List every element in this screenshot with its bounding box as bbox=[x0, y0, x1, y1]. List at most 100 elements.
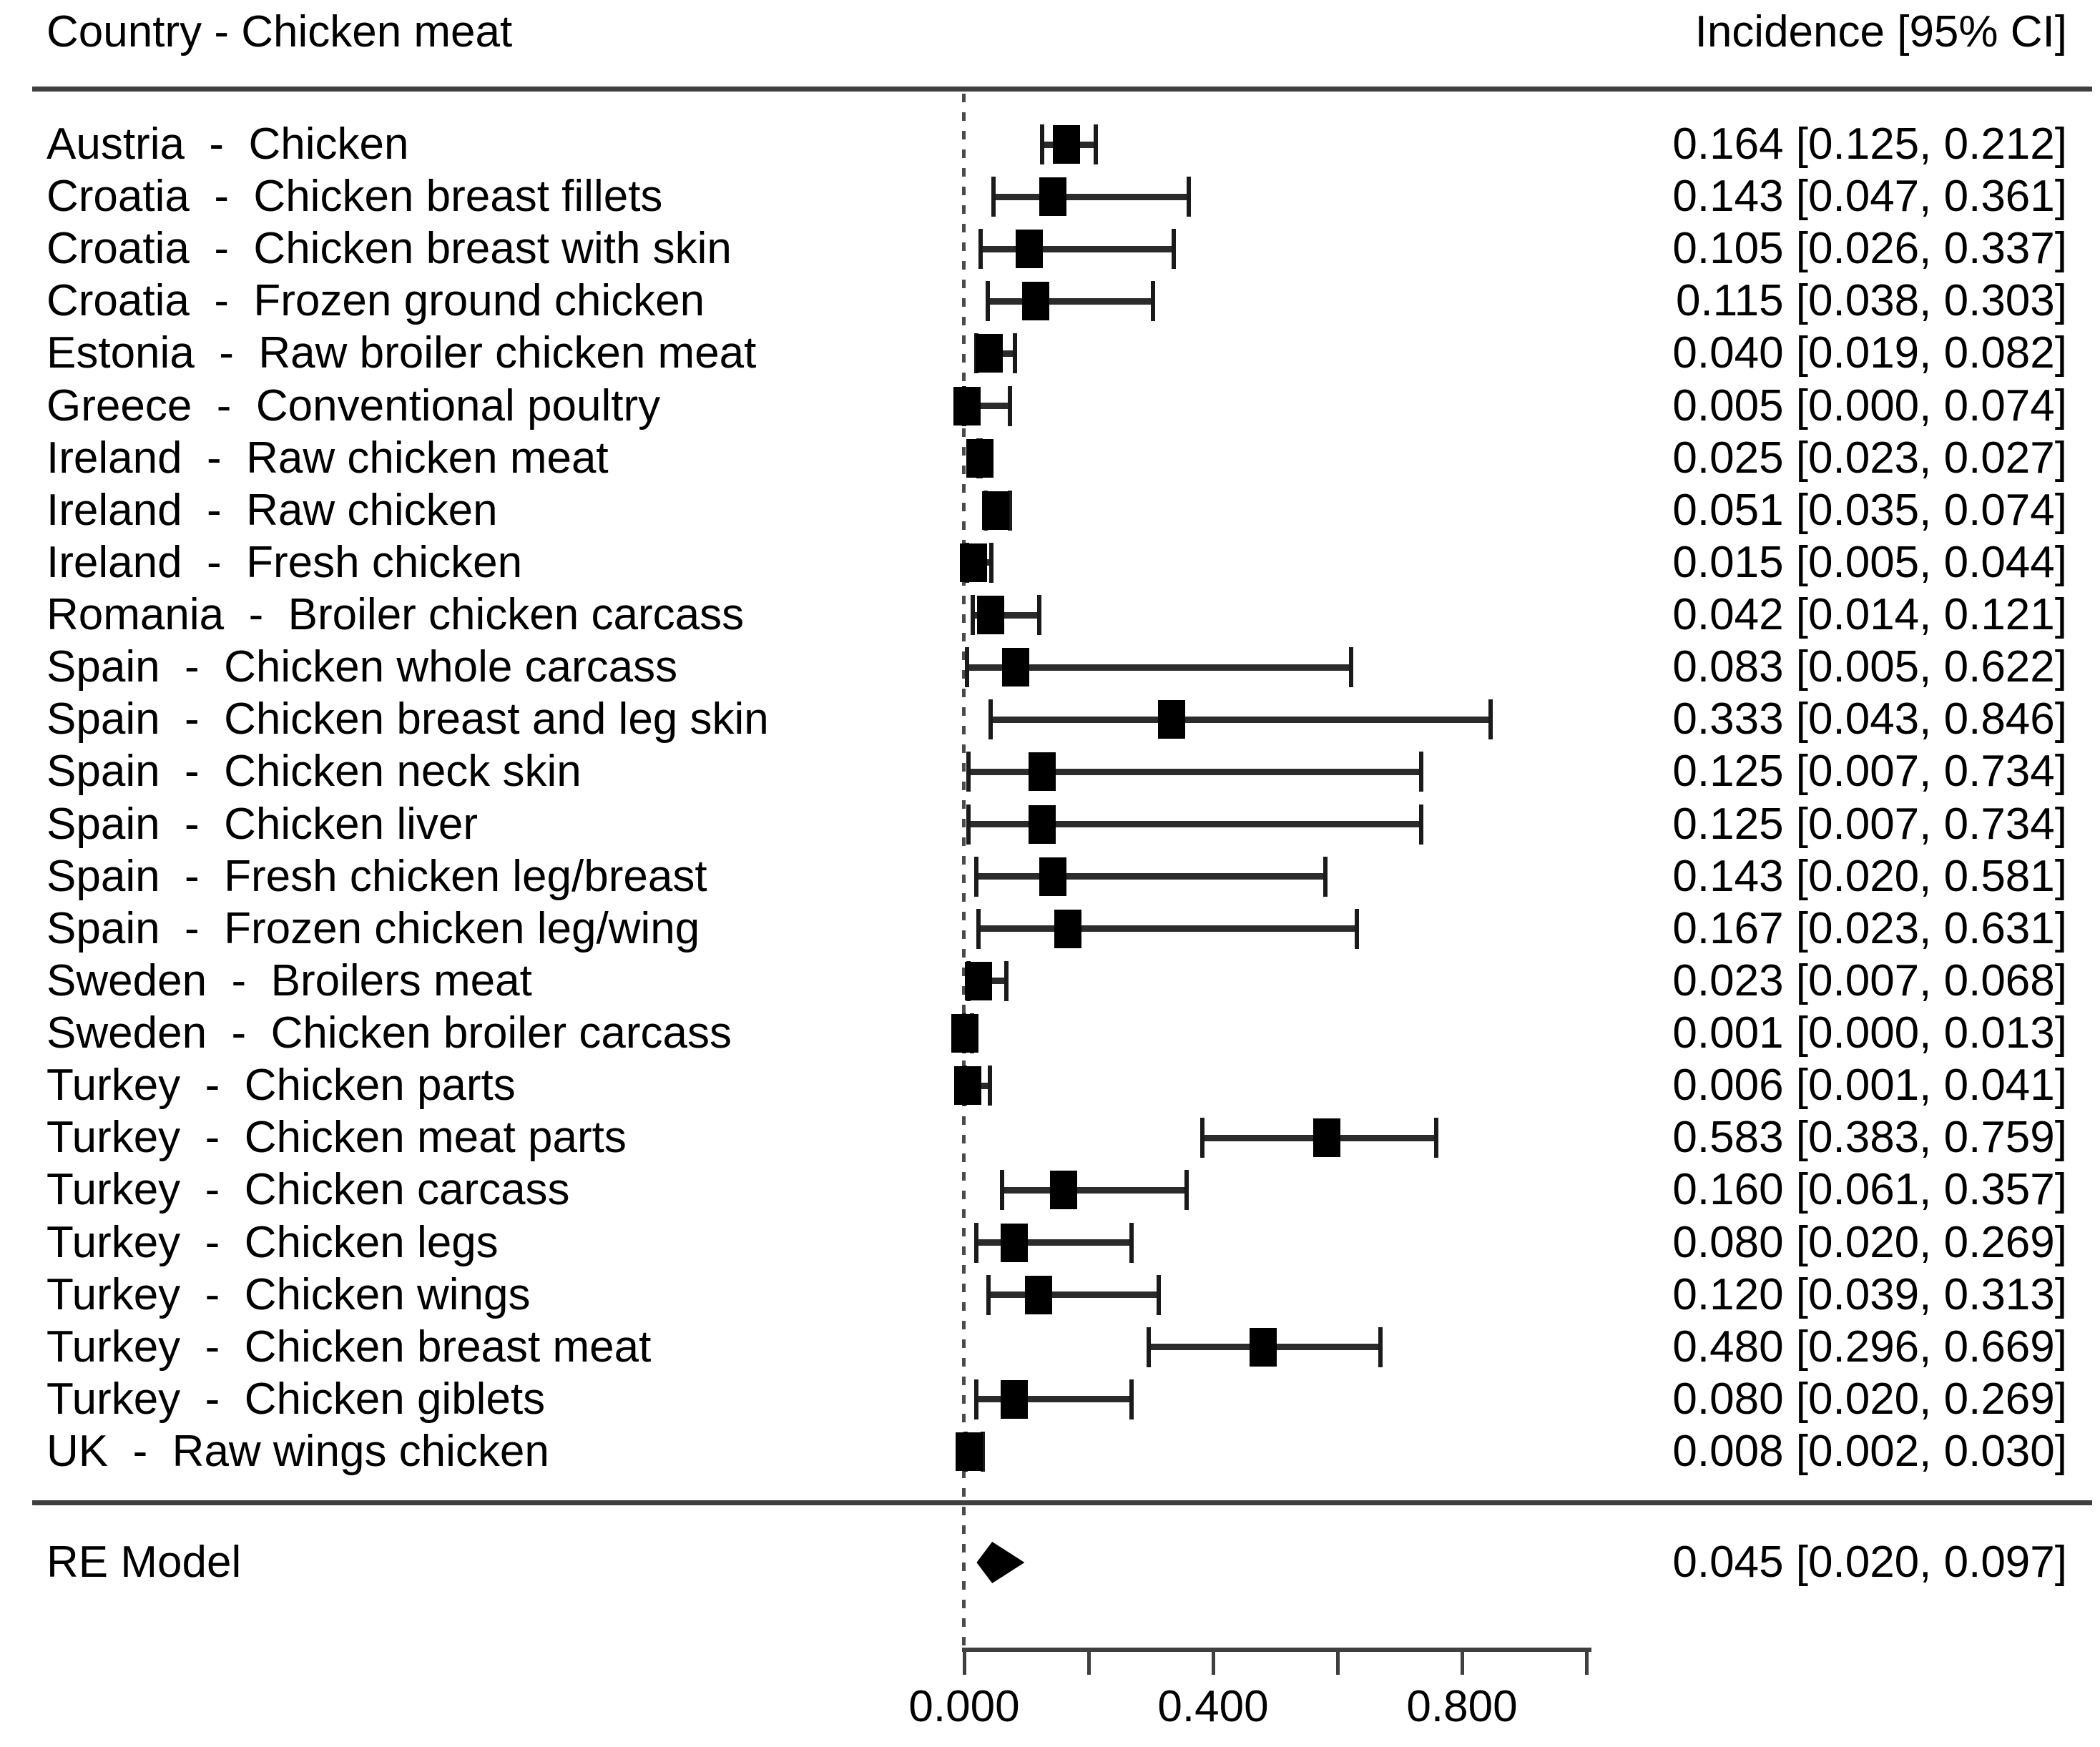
study-value: 0.051 [0.035, 0.074] bbox=[1672, 485, 2067, 535]
x-axis-line bbox=[962, 1648, 1591, 1652]
study-value: 0.143 [0.047, 0.361] bbox=[1672, 172, 2067, 222]
ci-cap-left bbox=[971, 595, 976, 636]
study-label: Turkey - Chicken parts bbox=[46, 1060, 516, 1111]
column-header-incidence: Incidence [95% CI] bbox=[1694, 7, 2067, 56]
estimate-square bbox=[1022, 282, 1050, 321]
study-label: Turkey - Chicken breast meat bbox=[46, 1322, 652, 1372]
study-label: Turkey - Chicken legs bbox=[46, 1217, 499, 1267]
study-value: 0.164 [0.125, 0.212] bbox=[1672, 119, 2067, 169]
estimate-square bbox=[1039, 857, 1067, 896]
study-value: 0.080 [0.020, 0.269] bbox=[1672, 1374, 2067, 1424]
estimate-square bbox=[954, 1066, 982, 1106]
ci-cap-left bbox=[974, 1222, 979, 1263]
ci-line bbox=[973, 611, 1040, 619]
estimate-square bbox=[966, 438, 993, 478]
study-value: 0.042 [0.014, 0.121] bbox=[1672, 590, 2067, 640]
ci-line bbox=[968, 821, 1421, 828]
ci-cap-right bbox=[1434, 1118, 1439, 1158]
x-axis-tick bbox=[962, 1648, 966, 1675]
study-label: Turkey - Chicken giblets bbox=[46, 1374, 546, 1424]
ci-line bbox=[976, 873, 1326, 880]
ci-line bbox=[967, 664, 1352, 671]
estimate-square bbox=[1028, 804, 1056, 844]
estimate-square bbox=[1050, 1171, 1078, 1210]
ci-cap-left bbox=[966, 804, 971, 845]
estimate-square bbox=[1028, 752, 1056, 792]
ci-cap-right bbox=[989, 542, 994, 583]
ci-line bbox=[993, 193, 1189, 200]
ci-cap-left bbox=[978, 229, 983, 270]
estimate-square bbox=[1054, 909, 1082, 948]
ci-cap-left bbox=[976, 908, 981, 949]
estimate-square bbox=[1016, 230, 1044, 269]
estimate-square bbox=[982, 491, 1010, 530]
study-value: 0.015 [0.005, 0.044] bbox=[1672, 537, 2067, 587]
ci-line bbox=[988, 297, 1153, 305]
ci-cap-right bbox=[1378, 1327, 1383, 1367]
ci-cap-left bbox=[988, 699, 993, 740]
column-header-study: Country - Chicken meat bbox=[46, 7, 513, 56]
ci-line bbox=[978, 925, 1357, 932]
x-axis-tick bbox=[1335, 1648, 1340, 1675]
ci-line bbox=[976, 1396, 1132, 1403]
ci-cap-right bbox=[981, 1432, 986, 1472]
ci-cap-right bbox=[1187, 177, 1192, 217]
re-model-label: RE Model bbox=[46, 1537, 242, 1587]
study-label: Romania - Broiler chicken carcass bbox=[46, 590, 745, 640]
summary-separator-rule bbox=[32, 1500, 2092, 1505]
ci-cap-left bbox=[974, 856, 979, 897]
study-label: Spain - Chicken breast and leg skin bbox=[46, 694, 769, 744]
estimate-square bbox=[953, 386, 981, 425]
ci-cap-right bbox=[1013, 333, 1018, 374]
ci-cap-right bbox=[1129, 1379, 1134, 1419]
study-label: Turkey - Chicken wings bbox=[46, 1269, 531, 1319]
ci-line bbox=[976, 1239, 1132, 1246]
study-label: Turkey - Chicken meat parts bbox=[46, 1113, 627, 1163]
ci-cap-right bbox=[1418, 804, 1423, 845]
re-model-summary-diamond bbox=[976, 1542, 1025, 1583]
estimate-square bbox=[1039, 177, 1067, 217]
ci-cap-left bbox=[1146, 1327, 1151, 1367]
x-axis-tick bbox=[1211, 1648, 1215, 1675]
study-label: Austria - Chicken bbox=[46, 119, 409, 169]
x-axis-tick bbox=[1584, 1648, 1589, 1675]
study-label: Ireland - Raw chicken bbox=[46, 485, 498, 535]
ci-cap-right bbox=[1129, 1222, 1134, 1263]
ci-line bbox=[1002, 1186, 1187, 1194]
study-label: Spain - Chicken whole carcass bbox=[46, 642, 678, 692]
ci-cap-right bbox=[1037, 595, 1042, 636]
study-label: Spain - Frozen chicken leg/wing bbox=[46, 903, 700, 953]
ci-cap-right bbox=[1004, 960, 1009, 1001]
study-value: 0.040 [0.019, 0.082] bbox=[1672, 328, 2067, 378]
study-value: 0.143 [0.020, 0.581] bbox=[1672, 851, 2067, 901]
study-value: 0.005 [0.000, 0.074] bbox=[1672, 380, 2067, 430]
ci-cap-left bbox=[1000, 1170, 1005, 1211]
study-label: Ireland - Fresh chicken bbox=[46, 537, 523, 587]
estimate-square bbox=[1313, 1118, 1341, 1158]
study-label: Spain - Chicken neck skin bbox=[46, 747, 582, 797]
ci-cap-left bbox=[986, 1274, 991, 1315]
x-axis-tick bbox=[1460, 1648, 1464, 1675]
study-label: Estonia - Raw broiler chicken meat bbox=[46, 328, 757, 378]
ci-cap-right bbox=[1323, 856, 1328, 897]
ci-cap-right bbox=[1157, 1274, 1162, 1315]
study-value: 0.333 [0.043, 0.846] bbox=[1672, 694, 2067, 744]
zero-reference-line bbox=[962, 94, 966, 1650]
study-label: Turkey - Chicken carcass bbox=[46, 1165, 570, 1215]
ci-line bbox=[991, 716, 1491, 723]
ci-cap-left bbox=[991, 177, 996, 217]
study-label: Croatia - Frozen ground chicken bbox=[46, 276, 705, 326]
ci-cap-right bbox=[1150, 281, 1155, 322]
estimate-square bbox=[1000, 1379, 1028, 1419]
study-label: Ireland - Raw chicken meat bbox=[46, 433, 609, 483]
estimate-square bbox=[1000, 1223, 1028, 1262]
ci-line bbox=[968, 768, 1421, 775]
estimate-square bbox=[975, 334, 1003, 373]
ci-cap-left bbox=[1200, 1118, 1205, 1158]
study-value: 0.080 [0.020, 0.269] bbox=[1672, 1217, 2067, 1267]
ci-cap-left bbox=[966, 752, 971, 792]
x-axis-tick-label: 0.000 bbox=[908, 1682, 1020, 1731]
estimate-square bbox=[960, 543, 988, 582]
study-label: Spain - Chicken liver bbox=[46, 799, 479, 849]
